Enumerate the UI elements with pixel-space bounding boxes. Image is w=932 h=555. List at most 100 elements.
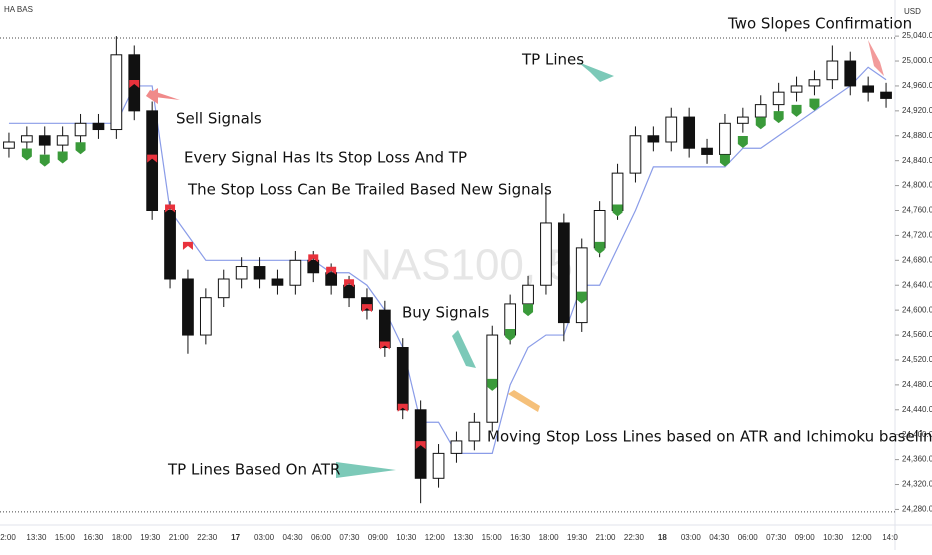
annotations: Two Slopes Confirmation TP Lines Sell Sign… <box>167 15 932 479</box>
buy-signal <box>21 148 32 161</box>
candle-body <box>790 85 803 93</box>
candle-body <box>880 91 892 99</box>
candle-body <box>772 91 785 106</box>
annotation: Every Signal Has Its Stop Loss And TP <box>184 149 467 167</box>
x-tick-label: 09:00 <box>368 533 389 542</box>
sell-signal <box>326 266 337 275</box>
y-tick-label: 24,880.0 <box>902 131 932 140</box>
x-tick-label: 03:00 <box>681 533 702 542</box>
x-tick-label: 03:00 <box>254 533 275 542</box>
x-tick-label: 21:00 <box>169 533 190 542</box>
buy-signal <box>755 117 766 130</box>
x-tick-label: 10:30 <box>396 533 417 542</box>
buy-signal <box>505 329 516 342</box>
buy-signal <box>737 135 748 148</box>
x-tick-label: 10:30 <box>823 533 844 542</box>
candle-body <box>862 85 875 93</box>
annotation: Two Slopes Confirmation <box>727 15 912 33</box>
sell-signal <box>397 403 408 412</box>
buy-signal <box>75 142 86 155</box>
x-tick-label: 18 <box>658 533 667 542</box>
watermark: NAS100, 5 <box>360 241 573 290</box>
x-tick-label: 16:30 <box>83 533 104 542</box>
candle-body <box>736 116 749 124</box>
candle-body <box>719 122 731 155</box>
y-tick-label: 24,360.0 <box>902 455 932 464</box>
x-tick-label: 2:00 <box>0 533 16 542</box>
candle-body <box>826 60 839 81</box>
y-tick-label: 24,760.0 <box>902 206 932 215</box>
candle-body <box>343 284 355 299</box>
arrows <box>146 40 884 478</box>
sell-signal <box>147 154 158 163</box>
x-tick-label: 09:00 <box>795 533 816 542</box>
y-tick-label: 24,720.0 <box>902 231 932 240</box>
y-tick-label: 24,600.0 <box>902 305 932 314</box>
x-tick-label: 13:30 <box>26 533 47 542</box>
candle-body <box>92 122 105 131</box>
x-tick-label: 12:00 <box>425 533 446 542</box>
buy-signal <box>791 104 802 117</box>
arrow <box>868 40 884 76</box>
y-tick-label: 24,920.0 <box>902 106 932 115</box>
symbol-label: HA BAS <box>4 5 33 14</box>
y-tick-label: 24,840.0 <box>902 156 932 165</box>
candle-body <box>3 141 15 149</box>
buy-signal <box>523 304 534 317</box>
candle-body <box>808 79 821 87</box>
x-tick-label: 19:30 <box>140 533 161 542</box>
annotation: TP Lines Based On ATR <box>167 461 340 479</box>
candle-body <box>217 278 230 299</box>
annotation: Sell Signals <box>176 110 262 128</box>
y-tick-label: 24,520.0 <box>902 355 932 364</box>
x-tick-label: 17 <box>231 533 240 542</box>
candle-body <box>361 297 373 311</box>
candle-body <box>629 135 642 174</box>
y-tick-label: 25,000.0 <box>902 56 932 65</box>
y-tick-label: 24,320.0 <box>902 480 932 489</box>
candle-body <box>56 135 69 146</box>
sell-signal <box>415 441 426 450</box>
sell-signal <box>344 279 355 288</box>
candle-body <box>540 222 552 286</box>
candle-body <box>396 347 409 411</box>
candle-body <box>38 135 51 146</box>
annotation: Moving Stop Loss Lines based on ATR and … <box>487 428 932 446</box>
candle-body <box>486 334 499 423</box>
x-tick-label: 06:00 <box>311 533 332 542</box>
candle-body <box>253 266 266 280</box>
buy-signal <box>487 378 498 391</box>
candle-body <box>146 110 159 211</box>
sell-signal <box>361 304 372 313</box>
candle-body <box>378 309 391 349</box>
y-tick-label: 24,680.0 <box>902 255 932 264</box>
x-tick-label: 15:00 <box>55 533 76 542</box>
y-tick-label: 24,800.0 <box>902 181 932 190</box>
sell-signal <box>182 241 193 250</box>
x-tick-label: 07:30 <box>766 533 787 542</box>
x-tick-label: 06:00 <box>738 533 759 542</box>
y-tick-label: 24,560.0 <box>902 330 932 339</box>
candle-body <box>575 247 588 324</box>
candle-body <box>74 122 87 137</box>
buy-signal <box>576 291 587 304</box>
x-tick-label: 18:00 <box>112 533 133 542</box>
candle-body <box>683 116 696 149</box>
annotation: The Stop Loss Can Be Trailed Based New S… <box>187 181 552 199</box>
buy-signal <box>612 204 623 217</box>
candle-body <box>182 278 194 336</box>
buy-signal <box>594 241 605 254</box>
candle-body <box>110 54 123 131</box>
candle-body <box>450 440 463 454</box>
y-tick-label: 24,280.0 <box>902 505 932 514</box>
candle-body <box>271 278 284 286</box>
candle-body <box>307 259 320 274</box>
x-tick-label: 18:00 <box>539 533 560 542</box>
y-tick-label: 24,480.0 <box>902 380 932 389</box>
candle-body <box>701 147 713 155</box>
y-tick-label: 25,040.0 <box>902 31 932 40</box>
candle-body <box>665 116 678 143</box>
x-tick-label: 07:30 <box>339 533 360 542</box>
x-tick-label: 22:30 <box>197 533 218 542</box>
